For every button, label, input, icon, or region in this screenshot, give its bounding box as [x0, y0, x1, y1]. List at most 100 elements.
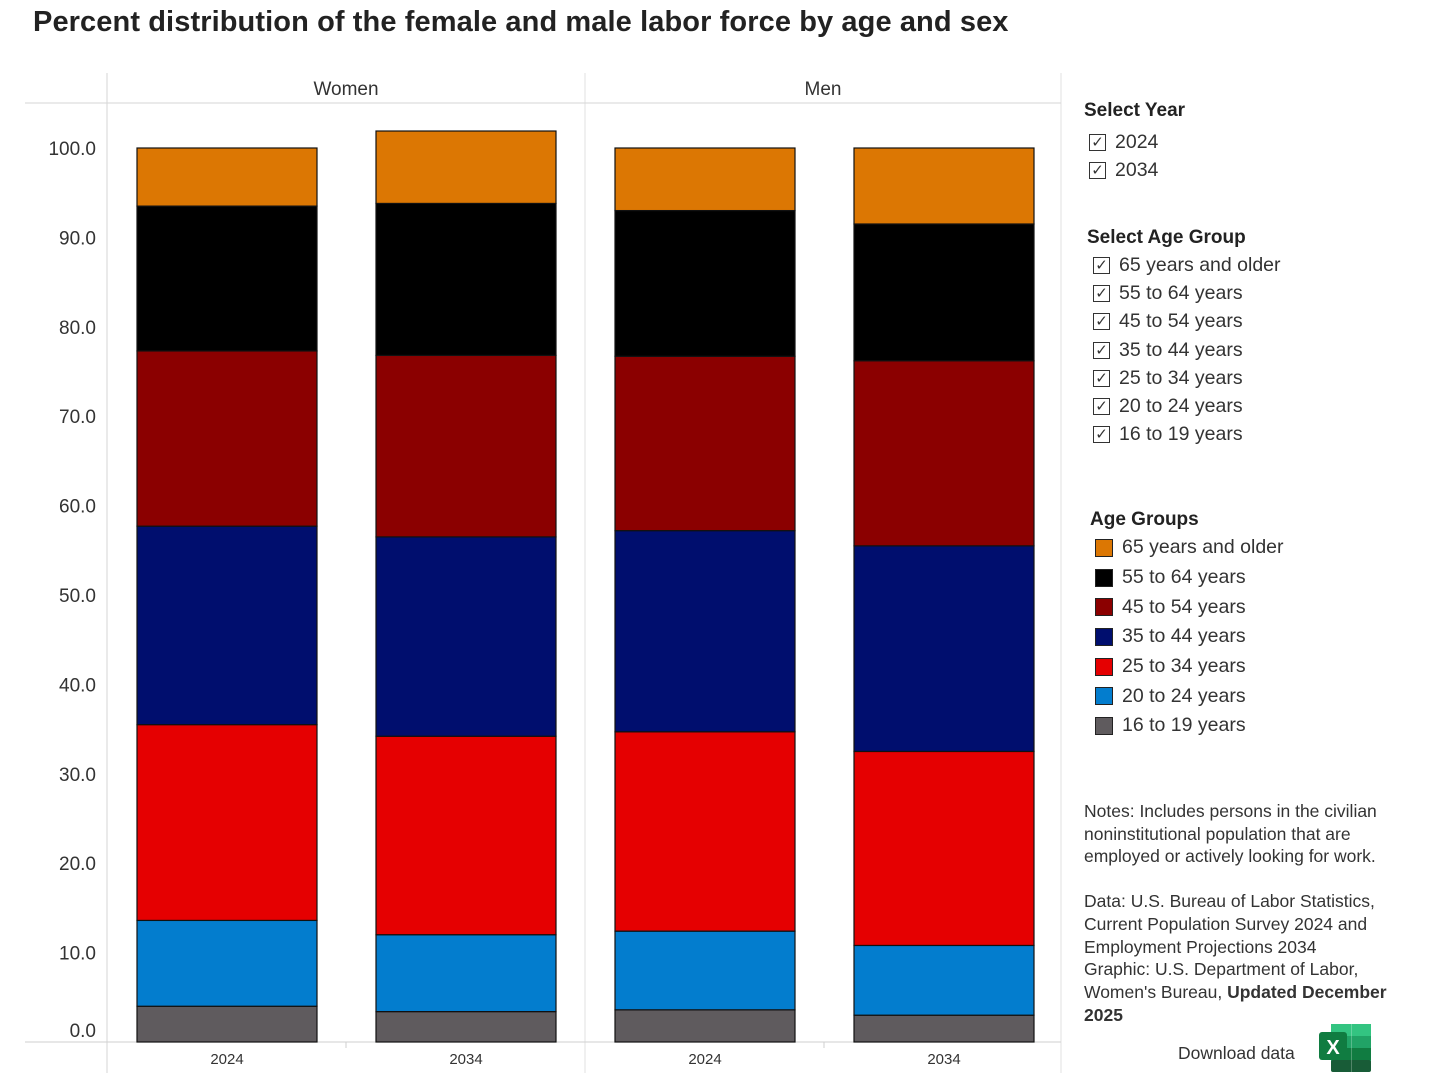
- notes: Notes: Includes persons in the civilian …: [1084, 800, 1414, 1026]
- legend-swatch: [1095, 538, 1113, 557]
- age-option-45-to-54-years[interactable]: ✓ 45 to 54 years: [1093, 308, 1281, 336]
- x-tick-label: 2024: [688, 1051, 721, 1068]
- checkbox-checked-icon[interactable]: ✓: [1093, 313, 1110, 331]
- bar-men-2034-35-to-44-years: [853, 545, 1035, 753]
- bar-women-2024-35-to-44-years: [136, 525, 318, 726]
- checkbox-checked-icon[interactable]: ✓: [1093, 426, 1110, 444]
- checkbox-label: 20 to 24 years: [1119, 395, 1243, 418]
- age-option-25-to-34-years[interactable]: ✓ 25 to 34 years: [1093, 364, 1281, 392]
- legend-label: 55 to 64 years: [1122, 566, 1246, 589]
- bar-men-2024-16-to-19-years: [614, 1009, 796, 1043]
- bar-women-2034-45-to-54-years: [375, 354, 557, 538]
- year-filter: Select Year ✓ 2024 ✓ 2034: [1084, 100, 1185, 185]
- y-tick-label: 80.0: [59, 318, 96, 339]
- notes-text: Notes: Includes persons in the civilian …: [1084, 801, 1377, 867]
- age-group-filter: Select Age Group ✓ 65 years and older ✓ 55 …: [1087, 227, 1281, 449]
- bar-women-2024-20-to-24-years: [136, 919, 318, 1007]
- bar-men-2024-65-years-and-older: [614, 147, 796, 212]
- stacked-bar-chart: Women Men 100.0 90.0 80.0 70.0 60.0 50.0 40.0 30…: [25, 73, 1062, 1073]
- bar-women-2024-65-years-and-older: [136, 147, 318, 207]
- bar-men-2024-25-to-34-years: [614, 731, 796, 932]
- checkbox-checked-icon[interactable]: ✓: [1089, 133, 1106, 151]
- checkbox-checked-icon[interactable]: ✓: [1093, 284, 1110, 302]
- year-option-2024[interactable]: ✓ 2024: [1089, 128, 1185, 156]
- checkbox-label: 45 to 54 years: [1119, 310, 1243, 333]
- checkbox-checked-icon[interactable]: ✓: [1093, 398, 1110, 416]
- bar-men-2034-16-to-19-years: [853, 1014, 1035, 1043]
- checkbox-checked-icon[interactable]: ✓: [1093, 369, 1110, 387]
- legend-label: 35 to 44 years: [1122, 625, 1246, 648]
- age-option-16-to-19-years[interactable]: ✓ 16 to 19 years: [1093, 421, 1281, 449]
- checkbox-label: 65 years and older: [1119, 253, 1281, 276]
- download-label: Download data: [1178, 1042, 1295, 1063]
- age-filter-title: Select Age Group: [1087, 227, 1246, 248]
- bar-men-2024-55-to-64-years: [614, 209, 796, 357]
- legend-label: 45 to 54 years: [1122, 595, 1246, 618]
- y-tick-label: 40.0: [59, 675, 96, 696]
- checkbox-label: 35 to 44 years: [1119, 338, 1243, 361]
- checkbox-label: 2024: [1115, 130, 1159, 153]
- bar-women-2024-55-to-64-years: [136, 205, 318, 352]
- age-option-35-to-44-years[interactable]: ✓ 35 to 44 years: [1093, 336, 1281, 364]
- y-tick-label: 100.0: [48, 139, 96, 160]
- year-option-2034[interactable]: ✓ 2034: [1089, 156, 1185, 184]
- legend-item: 35 to 44 years: [1095, 622, 1284, 652]
- graphic-credit-text: Graphic: U.S. Department of Labor, Women…: [1084, 959, 1359, 1002]
- excel-letter: X: [1326, 1037, 1340, 1059]
- x-axis: 2024 2034 2024 2034: [210, 1042, 961, 1068]
- updated-date: Updated December 2025: [1084, 981, 1387, 1025]
- bar-men-2034-25-to-34-years: [853, 750, 1035, 947]
- checkbox-checked-icon[interactable]: ✓: [1093, 256, 1110, 274]
- bar-women-2024-16-to-19-years: [136, 1005, 318, 1043]
- y-tick-label: 50.0: [59, 586, 96, 607]
- bar-men-2034-55-to-64-years: [853, 223, 1035, 362]
- legend-swatch: [1095, 716, 1113, 735]
- legend-swatch: [1095, 627, 1113, 646]
- y-tick-label: 30.0: [59, 765, 96, 786]
- legend-item: 45 to 54 years: [1095, 592, 1284, 622]
- legend-swatch: [1095, 657, 1113, 676]
- facet-header-women: Women: [313, 79, 378, 100]
- download-data-button[interactable]: Download data X: [1178, 1020, 1375, 1076]
- legend-title: Age Groups: [1090, 509, 1199, 530]
- age-option-20-to-24-years[interactable]: ✓ 20 to 24 years: [1093, 392, 1281, 420]
- legend-label: 25 to 34 years: [1122, 655, 1246, 678]
- y-tick-label: 20.0: [59, 854, 96, 875]
- bar-men-2024-35-to-44-years: [614, 530, 796, 733]
- graphic-credit: Graphic: U.S. Department of Labor, Women…: [1084, 958, 1414, 1026]
- bar-men-2034-20-to-24-years: [853, 944, 1035, 1016]
- bar-women-2034-35-to-44-years: [375, 536, 557, 737]
- bar-women-2034-20-to-24-years: [375, 934, 557, 1013]
- checkbox-checked-icon[interactable]: ✓: [1089, 161, 1106, 179]
- bar-women-2024-45-to-54-years: [136, 350, 318, 527]
- y-tick-label: 60.0: [59, 497, 96, 518]
- checkbox-label: 2034: [1115, 158, 1159, 181]
- legend-label: 65 years and older: [1122, 536, 1284, 559]
- facet-header-men: Men: [805, 79, 842, 100]
- excel-icon: X: [1318, 1024, 1371, 1072]
- bars: [136, 130, 1035, 1043]
- bar-women-2024-25-to-34-years: [136, 724, 318, 922]
- legend-item: 65 years and older: [1095, 533, 1284, 563]
- chart-title: Percent distribution of the female and m…: [33, 6, 1009, 38]
- legend-swatch: [1095, 598, 1113, 617]
- legend-item: 55 to 64 years: [1095, 563, 1284, 593]
- age-option-55-to-64-years[interactable]: ✓ 55 to 64 years: [1093, 279, 1281, 307]
- checkbox-label: 55 to 64 years: [1119, 281, 1243, 304]
- checkbox-checked-icon[interactable]: ✓: [1093, 341, 1110, 359]
- legend-item: 25 to 34 years: [1095, 652, 1284, 682]
- bar-men-2034-65-years-and-older: [853, 147, 1035, 225]
- year-filter-title: Select Year: [1084, 100, 1186, 121]
- legend-item: 16 to 19 years: [1095, 711, 1284, 741]
- y-tick-label: 10.0: [59, 944, 96, 965]
- bar-men-2024-20-to-24-years: [614, 930, 796, 1011]
- checkbox-label: 16 to 19 years: [1119, 423, 1243, 446]
- age-option-65-years-and-older[interactable]: ✓ 65 years and older: [1093, 251, 1281, 279]
- data-source: Data: U.S. Bureau of Labor Statistics, C…: [1084, 891, 1375, 957]
- x-tick-label: 2034: [927, 1051, 960, 1068]
- facet-headers: Women Men: [313, 79, 841, 100]
- legend-swatch: [1095, 687, 1113, 706]
- y-tick-label: 90.0: [59, 228, 96, 249]
- y-tick-label: 70.0: [59, 407, 96, 428]
- bar-women-2034-65-years-and-older: [375, 130, 557, 205]
